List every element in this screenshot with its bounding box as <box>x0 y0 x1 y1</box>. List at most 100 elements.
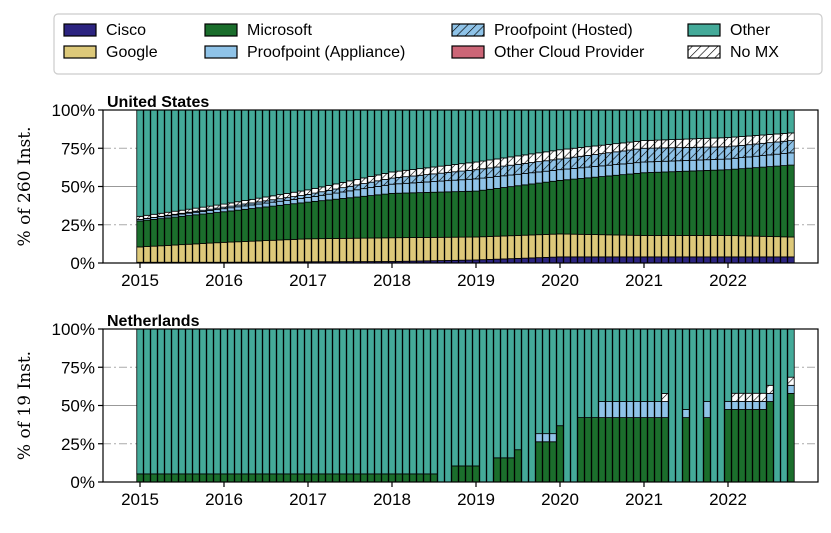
bar-segment-microsoft <box>164 217 172 246</box>
bar-segment-google <box>710 235 718 258</box>
bar-segment-other <box>367 109 375 177</box>
bar-segment-microsoft <box>591 417 599 483</box>
bar-segment-proofpoint-appliance <box>731 157 739 170</box>
bar-segment-other <box>395 109 403 172</box>
bar-segment-microsoft <box>143 219 151 247</box>
bar-segment-other <box>409 328 417 475</box>
bar-segment-microsoft <box>346 197 354 239</box>
bar-segment-cisco <box>703 256 711 264</box>
bar-segment-proofpoint-appliance <box>724 158 732 171</box>
bar-segment-google <box>619 234 627 258</box>
bar-segment-proofpoint-appliance <box>353 189 361 198</box>
bar-segment-proofpoint-appliance <box>682 409 690 418</box>
y-axis-label: % of 260 Inst. <box>15 127 35 247</box>
bar-segment-other <box>290 109 298 193</box>
bar-segment-microsoft <box>276 204 284 241</box>
bar-segment-microsoft <box>598 417 606 483</box>
bar-segment-other <box>668 328 676 483</box>
bar-segment-microsoft <box>500 457 508 483</box>
bar-segment-other <box>325 109 333 186</box>
y-tick-label: 0% <box>70 254 95 273</box>
bar-segment-other <box>766 109 774 135</box>
bar-segment-proofpoint-appliance <box>549 433 557 443</box>
bar-segment-microsoft <box>388 473 396 483</box>
bar-segment-proofpoint-appliance <box>430 181 438 193</box>
bar-segment-other <box>780 109 788 134</box>
bar-segment-google <box>514 235 522 259</box>
bar-segment-microsoft <box>493 188 501 237</box>
bar-segment-microsoft <box>556 425 564 483</box>
bar-segment-microsoft <box>374 194 382 239</box>
bar-segment-other <box>458 328 466 467</box>
bar-segment-microsoft <box>423 192 431 238</box>
bar-segment-other <box>500 328 508 459</box>
bar-segment-microsoft <box>787 393 795 483</box>
legend-label-other-cloud-provider: Other Cloud Provider <box>494 44 645 61</box>
bar-segment-other <box>563 328 571 483</box>
bar-segment-google <box>752 235 760 258</box>
bar-segment-other <box>633 109 641 142</box>
bar-segment-other <box>437 109 445 167</box>
bar-segment-other <box>521 328 529 483</box>
bar-segment-google <box>703 235 711 258</box>
bar-segment-other <box>570 109 578 149</box>
bar-segment-other <box>164 328 172 475</box>
bar-segment-microsoft <box>360 195 368 239</box>
bar-segment-proofpoint-appliance <box>542 433 550 443</box>
bar-segment-microsoft <box>507 186 515 237</box>
bar-segment-microsoft <box>206 212 214 244</box>
bar-segment-microsoft <box>290 473 298 483</box>
bar-segment-other <box>199 328 207 475</box>
bar-segment-other <box>584 109 592 148</box>
bar-segment-proofpoint-appliance <box>339 191 347 199</box>
bar-segment-microsoft <box>472 465 480 483</box>
bar-segment-microsoft <box>612 174 620 236</box>
bar-segment-other <box>423 328 431 475</box>
bar-segment-other <box>430 328 438 475</box>
bar-segment-cisco <box>507 258 515 264</box>
bar-segment-other <box>178 109 186 211</box>
bar-segment-google <box>542 234 550 258</box>
bar-segment-other <box>605 328 613 402</box>
bar-segment-other <box>381 109 389 174</box>
bar-segment-other <box>416 328 424 475</box>
bar-segment-google <box>234 241 242 263</box>
bar-segment-other <box>654 328 662 402</box>
legend-swatch-other-cloud-provider <box>451 45 485 59</box>
bar-segment-microsoft <box>395 473 403 483</box>
bar-segment-other <box>395 328 403 475</box>
bar-segment-microsoft <box>591 176 599 235</box>
bar-segment-google <box>591 234 599 258</box>
bar-segment-microsoft <box>150 473 158 483</box>
bar-segment-proofpoint-appliance <box>696 159 704 172</box>
bar-segment-microsoft <box>269 205 277 241</box>
bar-segment-proofpoint-appliance <box>227 207 235 212</box>
bar-segment-other <box>675 328 683 483</box>
bar-segment-google <box>136 246 144 263</box>
bar-segment-other <box>458 109 466 165</box>
bar-segment-microsoft <box>185 473 193 483</box>
bar-segment-microsoft <box>353 473 361 483</box>
bar-segment-microsoft <box>780 165 788 238</box>
bar-segment-cisco <box>696 256 704 264</box>
bar-segment-cisco <box>731 256 739 264</box>
bar-segment-google <box>633 234 641 258</box>
bar-segment-microsoft <box>654 171 662 236</box>
panel-title: United States <box>107 94 209 111</box>
x-tick-label: 2021 <box>625 490 663 509</box>
bar-segment-other <box>451 109 459 165</box>
bar-segment-other <box>479 328 487 483</box>
bar-segment-microsoft <box>430 191 438 238</box>
bar-segment-other <box>437 328 445 483</box>
bar-segment-proofpoint-appliance <box>486 176 494 190</box>
bar-segment-microsoft <box>318 200 326 240</box>
bar-segment-microsoft <box>402 192 410 239</box>
bar-segment-proofpoint-appliance <box>668 160 676 173</box>
bar-segment-microsoft <box>710 169 718 236</box>
bar-segment-google <box>297 238 305 263</box>
bar-segment-other <box>311 109 319 189</box>
bar-segment-microsoft <box>514 185 522 236</box>
bar-segment-other <box>787 109 795 134</box>
bar-segment-microsoft <box>738 409 746 483</box>
